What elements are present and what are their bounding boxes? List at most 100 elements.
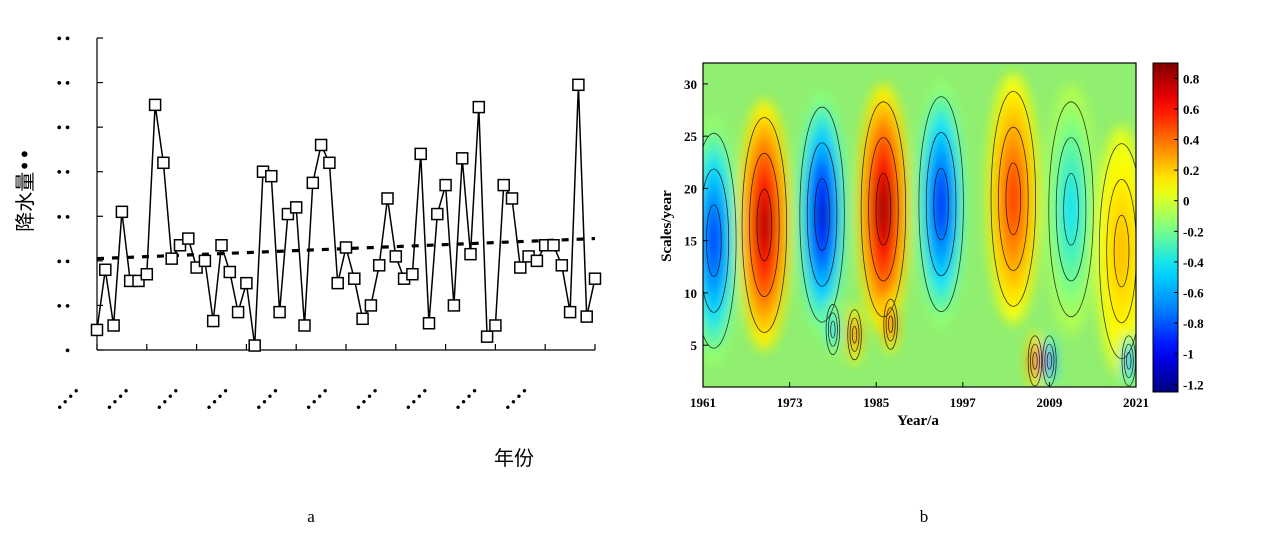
x-ticks: 1961 1973 1985 1997 2009 2021 <box>690 382 1149 410</box>
data-point <box>182 232 195 245</box>
x-tick-label: • • • • <box>202 383 233 414</box>
data-point <box>489 319 502 332</box>
y-ticks: 5 10 15 20 25 30 <box>684 77 708 353</box>
y-tick-label: • • <box>57 32 70 47</box>
x-tick-label: • • • • <box>302 383 333 414</box>
data-point <box>273 305 286 319</box>
data-point <box>173 239 187 252</box>
data-point <box>281 207 295 221</box>
contour <box>933 167 949 241</box>
colorbar-tick-label: -0.8 <box>1183 316 1204 331</box>
contour <box>703 132 737 349</box>
data-point <box>306 176 320 190</box>
contour <box>1123 343 1134 378</box>
y-tick-label: • • <box>57 299 70 314</box>
data-point <box>165 252 178 265</box>
colorbar-ticks: 0.8 0.6 0.4 0.2 0 -0.2 -0.4 -0.6 -0.8 -1 -1.2 <box>1174 71 1204 392</box>
contour <box>1106 179 1136 324</box>
x-tick-label: • • • • <box>401 383 432 414</box>
y-tick-label: • • <box>57 210 70 225</box>
heatmap-cell <box>1009 180 1018 217</box>
contour <box>1113 214 1130 288</box>
data-point <box>580 310 593 323</box>
data-point <box>530 254 544 268</box>
colorbar <box>1152 62 1179 393</box>
x-tick-label: • • • • <box>152 383 183 414</box>
data-point <box>339 241 353 254</box>
data-point <box>431 207 444 221</box>
x-axis-label: Year/a <box>897 413 939 429</box>
data-point <box>439 178 452 192</box>
data-point <box>447 299 461 312</box>
x-tick-label: • • • • <box>53 383 84 414</box>
x-tick-label: • • • • <box>451 383 482 414</box>
colorbar-tick-label: 0.8 <box>1183 71 1200 86</box>
data-point <box>497 178 510 192</box>
colorbar-tick-label: 0.4 <box>1183 133 1200 148</box>
contour <box>814 178 830 251</box>
x-ticks: • • • • • • • • • • • • • • • • • • • • • • •… <box>53 344 596 414</box>
data-point <box>223 265 237 279</box>
data-point <box>364 299 378 312</box>
data-point <box>107 319 120 332</box>
data-point <box>99 263 112 277</box>
data-point <box>231 305 245 319</box>
contour <box>1048 101 1094 318</box>
colorbar-tick-label: -0.4 <box>1183 255 1204 270</box>
data-point <box>455 152 469 165</box>
plot-frame <box>702 62 1137 388</box>
y-tick-label: 10 <box>684 286 697 301</box>
data-point <box>588 272 602 285</box>
contour <box>756 188 773 262</box>
data-point <box>372 259 386 272</box>
contour <box>1032 352 1038 370</box>
panel-label-a: a <box>307 507 315 526</box>
contour <box>849 317 860 352</box>
data-point <box>90 323 104 337</box>
heatmap-cell <box>710 222 718 259</box>
contour <box>1044 343 1055 378</box>
data-point <box>505 192 519 205</box>
x-tick-label: • • • • <box>351 383 382 414</box>
data-point <box>563 305 577 319</box>
contour <box>1063 173 1079 246</box>
y-tick-label: • <box>65 344 70 359</box>
contour <box>847 309 862 361</box>
data-point <box>331 276 344 290</box>
contour <box>887 315 894 334</box>
data-point <box>464 247 477 261</box>
data-point <box>514 261 527 274</box>
series-line <box>96 84 596 346</box>
heatmap-cell <box>879 191 888 228</box>
contour-lines <box>703 90 1136 387</box>
heatmap-cell <box>1067 191 1075 228</box>
data-point <box>215 239 228 252</box>
heatmap-cell <box>760 207 769 243</box>
y-tick-label: 15 <box>684 234 698 249</box>
data-point <box>289 201 303 214</box>
x-tick-label: • • • • <box>102 383 133 414</box>
precipitation-chart: •• •• •• •• •• •• •• • • • • • • • • • • •… <box>13 32 602 526</box>
data-point <box>356 312 369 326</box>
contour <box>1055 137 1087 282</box>
y-axis-label: 降水量•• <box>13 148 37 232</box>
data-point <box>406 267 419 281</box>
x-tick-label: • • • • <box>252 383 283 414</box>
y-tick-label: • • <box>57 121 70 136</box>
data-point <box>547 239 560 252</box>
contour <box>806 142 838 287</box>
colorbar-tick-label: 0.2 <box>1183 163 1199 178</box>
contour <box>875 173 892 246</box>
contour <box>825 304 841 356</box>
contour <box>827 312 838 347</box>
data-point <box>265 169 278 183</box>
contour <box>998 126 1029 271</box>
heatmap-cell <box>818 196 826 233</box>
colorbar-tick-label: 0.6 <box>1183 102 1200 117</box>
y-ticks: • • • • • • • • • • • • • • • <box>57 32 103 359</box>
y-tick-label: • • <box>57 166 70 181</box>
data-point <box>240 276 253 290</box>
colorbar-tick-label: -1.2 <box>1183 377 1204 392</box>
contour <box>925 132 957 277</box>
